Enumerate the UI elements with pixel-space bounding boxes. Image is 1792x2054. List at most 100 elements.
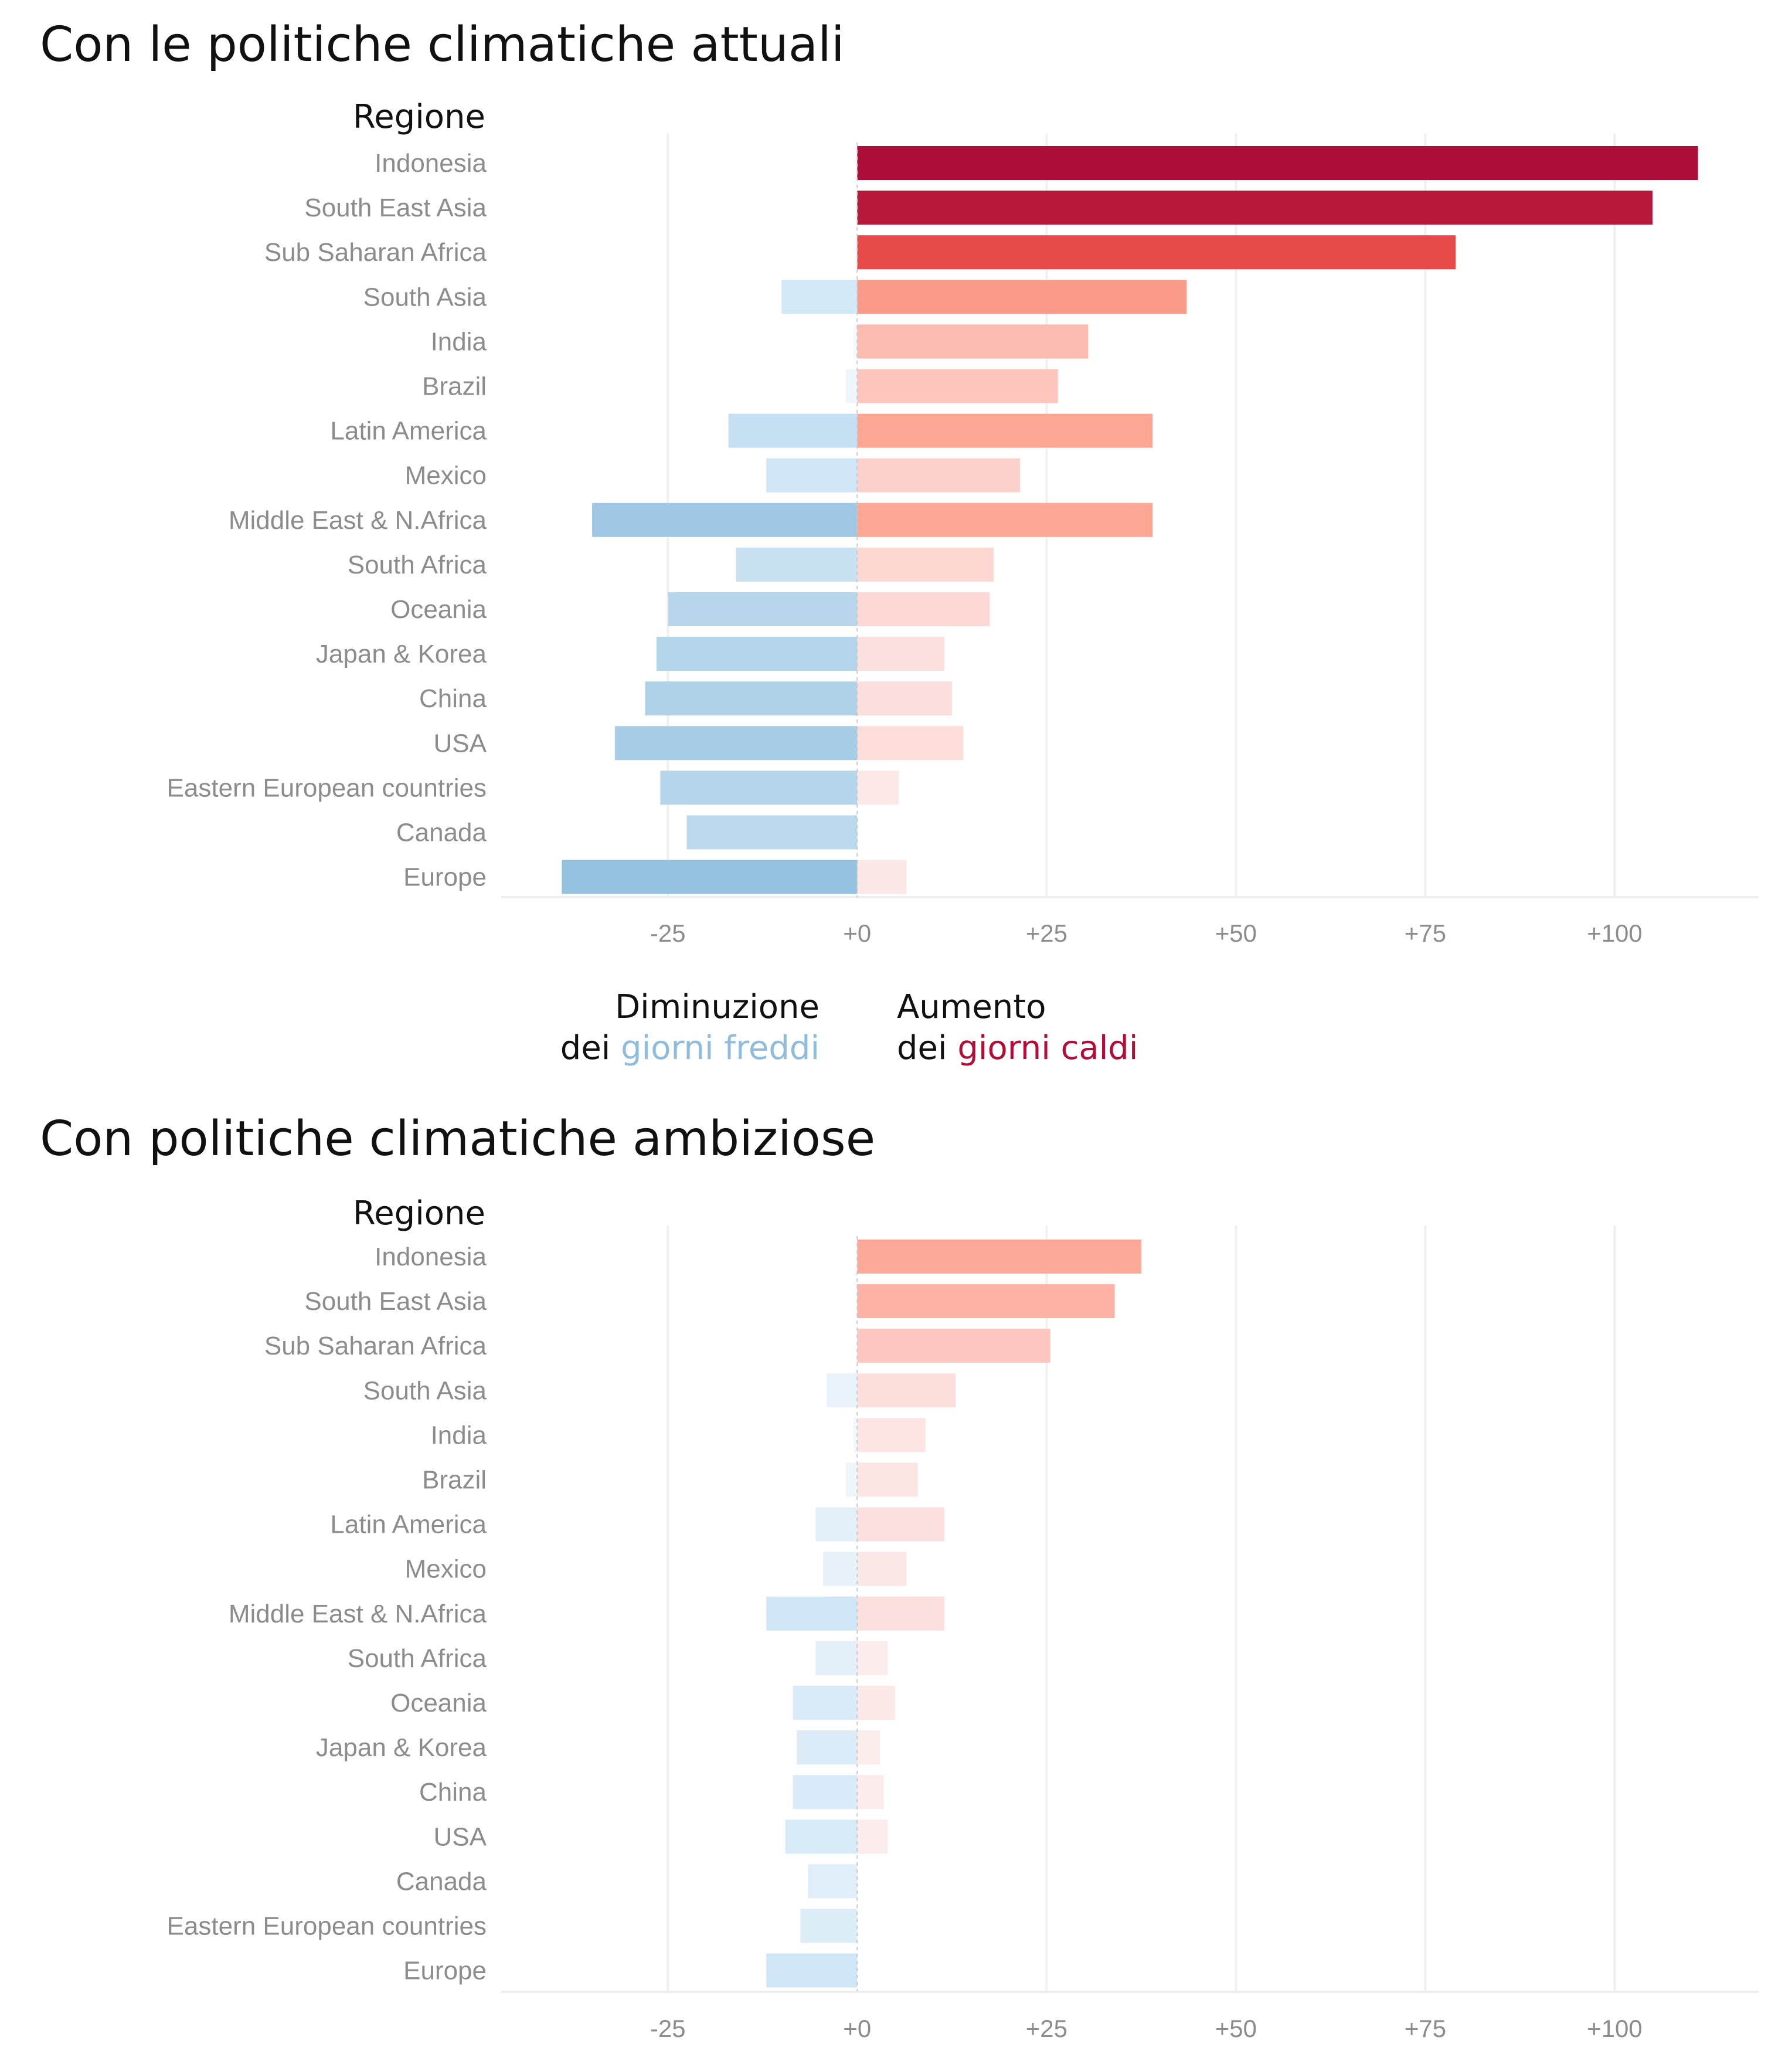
- category-label: Eastern European countries: [167, 1912, 487, 1941]
- bar-cold-days: [793, 1775, 858, 1809]
- category-label: South Asia: [363, 283, 487, 311]
- y-axis-title: Regione: [353, 98, 485, 136]
- bar-cold-days: [728, 413, 858, 448]
- legend-decrease-line2: dei giorni freddi: [560, 1029, 820, 1067]
- bar-cold-days: [785, 1819, 858, 1854]
- legend-decrease-line1: Diminuzione: [615, 988, 820, 1026]
- bar-cold-days: [845, 369, 858, 403]
- bar-cold-days: [766, 1596, 858, 1631]
- category-label: Brazil: [422, 372, 487, 401]
- bar-hot-days: [857, 1418, 926, 1452]
- bar-hot-days: [857, 1329, 1050, 1363]
- x-tick-label: -25: [650, 2015, 686, 2042]
- bar-hot-days: [857, 503, 1153, 537]
- bar-hot-days: [857, 1373, 956, 1408]
- x-tick-label: +100: [1587, 2015, 1643, 2042]
- legend-increase-line2: dei giorni caldi: [897, 1029, 1138, 1067]
- bar-cold-days: [766, 458, 858, 493]
- bar-cold-days: [823, 1551, 858, 1586]
- x-tick-label: +75: [1405, 2015, 1446, 2042]
- bar-hot-days: [857, 146, 1698, 180]
- category-label: Oceania: [390, 595, 487, 624]
- chart-title: Con le politiche climatiche attuali: [40, 17, 845, 73]
- category-label: South Asia: [363, 1376, 487, 1405]
- bar-hot-days: [857, 413, 1153, 448]
- bar-cold-days: [815, 1507, 858, 1542]
- category-label: Europe: [403, 863, 487, 892]
- category-label: South Africa: [348, 1644, 487, 1673]
- category-label: Sub Saharan Africa: [264, 238, 487, 267]
- x-tick-label: +50: [1215, 2015, 1257, 2042]
- bar-cold-days: [796, 1730, 858, 1765]
- category-label: Brazil: [422, 1466, 487, 1495]
- x-tick-label: +25: [1026, 919, 1067, 947]
- bar-hot-days: [857, 280, 1187, 314]
- bar-cold-days: [827, 1373, 858, 1408]
- category-label: Mexico: [405, 461, 487, 490]
- category-label: China: [419, 1778, 487, 1807]
- bar-hot-days: [857, 1507, 944, 1542]
- category-label: Middle East & N.Africa: [229, 506, 487, 535]
- bar-hot-days: [857, 235, 1456, 270]
- x-tick-label: +25: [1026, 2015, 1067, 2042]
- bar-hot-days: [857, 681, 952, 716]
- bar-hot-days: [857, 770, 899, 805]
- grid: [501, 1225, 1759, 1993]
- bar-cold-days: [592, 503, 858, 537]
- bar-hot-days: [857, 191, 1653, 225]
- bar-cold-days: [815, 1641, 858, 1675]
- bar-cold-days: [656, 637, 858, 671]
- bar-hot-days: [857, 1775, 884, 1809]
- bar-cold-days: [686, 815, 858, 850]
- bars: [562, 142, 1698, 898]
- bar-hot-days: [857, 1641, 888, 1675]
- category-label: South Africa: [348, 551, 487, 579]
- bar-hot-days: [857, 1551, 907, 1586]
- x-tick-labels: -25 +0 +25 +50 +75 +100: [650, 919, 1643, 947]
- bar-hot-days: [857, 547, 994, 582]
- bar-cold-days: [800, 1909, 858, 1943]
- bar-cold-days: [845, 1462, 858, 1497]
- x-tick-label: +0: [843, 2015, 871, 2042]
- category-label: USA: [434, 729, 487, 758]
- category-label: Indonesia: [375, 149, 487, 178]
- bar-hot-days: [857, 726, 964, 761]
- category-label: Canada: [396, 819, 487, 847]
- bar-cold-days: [562, 860, 858, 894]
- bar-cold-days: [781, 280, 858, 314]
- category-label: Latin America: [330, 417, 487, 446]
- category-labels: Indonesia South East Asia Sub Saharan Afri…: [167, 1242, 487, 1985]
- bar-hot-days: [857, 1730, 880, 1765]
- bar-hot-days: [857, 324, 1089, 359]
- legend-increase-prefix: dei: [897, 1029, 957, 1067]
- bar-cold-days: [660, 770, 858, 805]
- category-label: India: [431, 1421, 487, 1449]
- bar-cold-days: [668, 592, 858, 626]
- x-tick-label: +75: [1405, 919, 1446, 947]
- bar-cold-days: [808, 1864, 858, 1899]
- bars: [766, 1236, 1141, 1991]
- x-tick-labels: -25 +0 +25 +50 +75 +100: [650, 2015, 1643, 2042]
- chart-panel-ambitious-policies: Con politiche climatiche ambiziose Regio…: [40, 1111, 1759, 2042]
- legend-hot-days: giorni caldi: [957, 1029, 1138, 1067]
- bar-hot-days: [857, 637, 944, 671]
- legend: Diminuzione dei giorni freddi Aumento de…: [560, 988, 1138, 1067]
- legend-cold-days: giorni freddi: [621, 1029, 820, 1067]
- bar-cold-days: [645, 681, 858, 716]
- chart-panel-current-policies: Con le politiche climatiche attuali Regi…: [40, 17, 1759, 947]
- category-label: Europe: [403, 1957, 487, 1985]
- bar-hot-days: [857, 592, 990, 626]
- bar-hot-days: [857, 1462, 918, 1497]
- category-label: Japan & Korea: [316, 640, 487, 668]
- category-labels: Indonesia South East Asia Sub Saharan Afri…: [167, 149, 487, 892]
- category-label: USA: [434, 1822, 487, 1851]
- category-label: Oceania: [390, 1689, 487, 1717]
- bar-hot-days: [857, 458, 1021, 493]
- bar-hot-days: [857, 1686, 895, 1720]
- bar-cold-days: [853, 1418, 858, 1452]
- category-label: Mexico: [405, 1555, 487, 1584]
- legend-decrease-prefix: dei: [560, 1029, 621, 1067]
- legend-increase-line1: Aumento: [897, 988, 1046, 1026]
- category-label: Indonesia: [375, 1242, 487, 1271]
- x-tick-label: +0: [843, 919, 871, 947]
